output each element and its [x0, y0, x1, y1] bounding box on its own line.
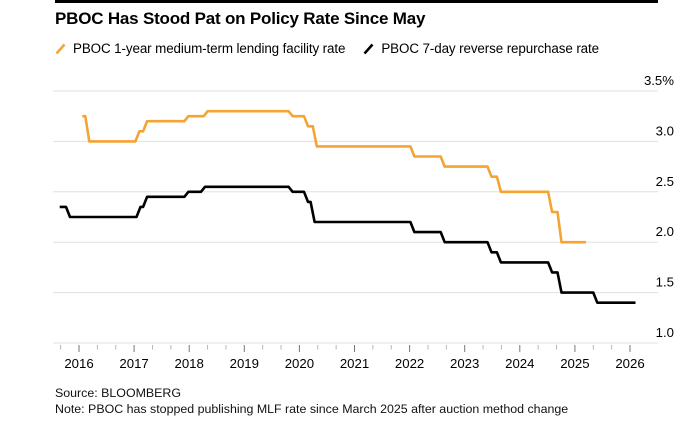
x-axis-label: 2025 [560, 356, 589, 371]
x-axis-labels: 2016 2017 2018 2019 2020 2021 2022 2023 2024 2025… [64, 356, 644, 371]
page-title: PBOC Has Stood Pat on Policy Rate Since … [55, 9, 426, 28]
y-axis-label: 3.5% [644, 73, 674, 88]
x-axis-label: 2016 [64, 356, 93, 371]
x-axis-ticks [60, 345, 631, 352]
note-line: Note: PBOC has stopped publishing MLF ra… [55, 402, 569, 416]
x-axis-label: 2023 [450, 356, 479, 371]
series-reverse-repo-rate [59, 185, 636, 304]
x-axis-label: 2017 [119, 356, 148, 371]
repo-slash-icon [363, 43, 374, 54]
x-axis-label: 2019 [230, 356, 259, 371]
y-axis-label: 1.0 [656, 325, 674, 340]
x-axis-label: 2021 [340, 356, 369, 371]
legend-item-mlf: PBOC 1-year medium-term lending facility… [55, 41, 345, 56]
legend-item-repo: PBOC 7-day reverse repurchase rate [363, 41, 599, 56]
series-mlf-rate [82, 109, 586, 244]
mlf-slash-icon [55, 43, 66, 54]
source-line: Source: BLOOMBERG [55, 386, 182, 400]
legend-mlf-label: PBOC 1-year medium-term lending facility… [73, 41, 346, 56]
legend-repo-label: PBOC 7-day reverse repurchase rate [381, 41, 599, 56]
x-axis-label: 2020 [285, 356, 314, 371]
top-rule [55, 0, 658, 3]
x-axis-label: 2022 [395, 356, 424, 371]
x-axis-label: 2026 [615, 356, 644, 371]
x-axis-label: 2024 [505, 356, 534, 371]
y-gridlines [53, 90, 658, 344]
y-axis-label: 2.0 [656, 224, 674, 239]
x-axis-label: 2018 [175, 356, 204, 371]
legend: PBOC 1-year medium-term lending facility… [55, 41, 599, 56]
y-axis-labels: 3.5% 3.0 2.5 2.0 1.5 1.0 [644, 73, 674, 340]
y-axis-label: 1.5 [656, 275, 674, 290]
y-axis-label: 2.5 [656, 174, 674, 189]
y-axis-label: 3.0 [656, 123, 674, 138]
